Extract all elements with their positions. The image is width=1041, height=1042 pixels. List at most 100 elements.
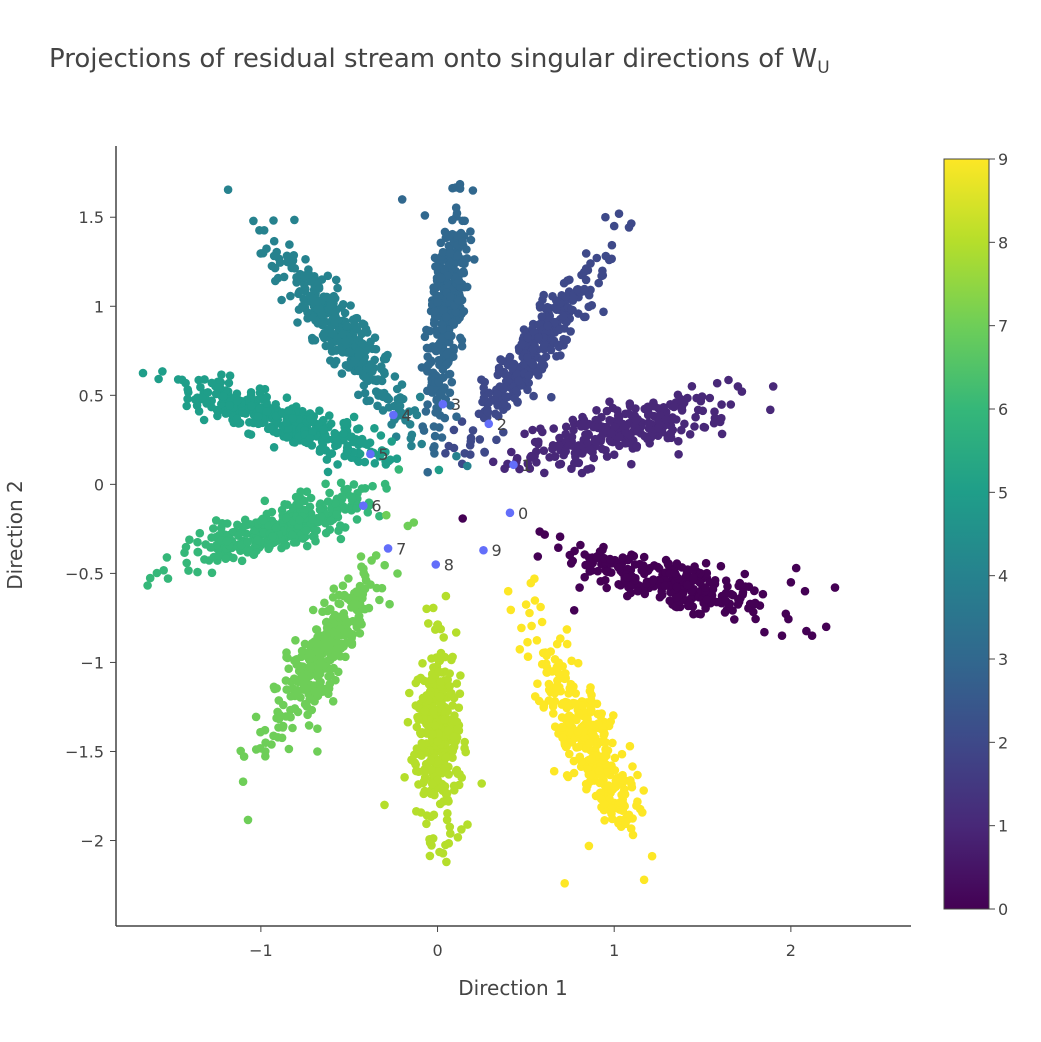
data-point [385,599,394,609]
data-point [287,677,296,687]
data-point [323,271,333,281]
data-point [326,419,336,429]
data-point [299,294,308,304]
data-point [574,458,584,468]
data-point [537,617,547,627]
data-point [439,305,448,315]
data-point [660,581,670,591]
data-point [443,809,452,818]
data-point [267,740,276,749]
data-point [271,400,281,409]
data-point [207,568,217,578]
data-point [262,398,271,408]
data-point [287,530,297,540]
data-point [586,259,595,268]
data-point [610,753,620,763]
data-point [561,422,571,432]
data-point [420,767,430,776]
data-point [543,302,552,312]
data-point [418,659,427,668]
data-point [700,583,710,592]
data-point [639,552,649,562]
data-point [758,589,768,599]
data-point [269,443,279,452]
data-point [320,328,329,338]
data-point [573,726,583,736]
data-point [324,689,333,699]
data-point [434,465,444,475]
data-point [532,367,542,377]
data-point [313,632,322,642]
data-point [561,742,571,752]
data-point [434,377,444,387]
data-point [571,689,580,698]
data-point [288,723,297,733]
data-point [343,594,352,603]
data-point [618,553,628,562]
data-point [687,382,697,391]
data-point [293,686,303,696]
data-point [234,531,243,540]
data-point [452,717,462,727]
data-point [354,366,363,376]
x-axis-title: Direction 1 [458,976,567,1000]
data-point [347,432,356,442]
data-point [382,484,391,493]
data-point [368,481,377,491]
data-point [359,564,368,573]
data-point [183,394,192,404]
data-point [438,324,448,334]
data-point [559,278,569,288]
data-point [614,209,624,218]
colorbar-tick-label: 5 [998,483,1008,502]
data-point [344,574,353,583]
colorbar-tick-label: 8 [998,233,1008,252]
data-point [750,599,759,609]
data-point [430,721,440,730]
data-point [340,308,350,318]
data-point [655,410,665,420]
data-point [597,412,606,422]
data-point [460,216,470,226]
data-point [705,393,715,403]
data-point [328,593,338,602]
data-point [784,614,793,624]
data-point [594,766,604,775]
data-point [236,746,245,756]
y-tick-label: 0.5 [79,386,104,405]
data-point [552,305,561,315]
data-point [453,833,463,842]
data-point [337,369,347,378]
data-point [477,779,487,788]
data-point [394,465,404,474]
data-point [549,709,558,718]
data-point [211,516,221,525]
y-tick-label: −0.5 [65,564,104,583]
data-point [720,608,730,617]
data-point [434,355,444,365]
data-point [457,417,467,426]
data-point [279,700,288,710]
colorbar-gradient [943,158,990,910]
data-point [515,645,525,654]
data-point [510,393,519,403]
data-point [315,406,324,416]
cluster-0 [458,514,840,640]
data-point [321,479,330,489]
data-point [500,464,509,474]
data-point [444,441,454,451]
data-point [207,378,217,388]
data-point [605,415,614,425]
data-point [638,808,647,817]
data-point [546,345,556,355]
data-point [245,520,255,529]
data-point [419,776,429,786]
data-point [751,614,760,624]
data-point [633,586,643,596]
data-point [347,603,356,612]
annotation-label-2: 2 [497,415,507,434]
data-point [412,410,422,420]
data-point [352,515,362,524]
data-point [356,552,366,561]
data-point [225,401,234,410]
